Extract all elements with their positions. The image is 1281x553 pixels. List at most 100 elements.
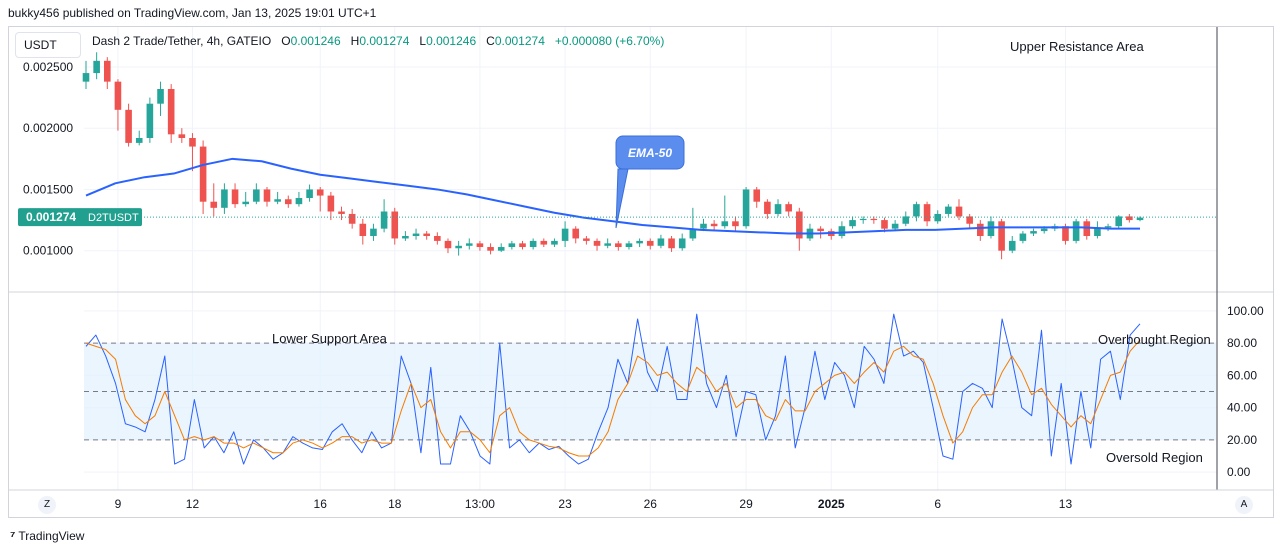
- candle: [412, 228, 420, 240]
- candle: [998, 218, 1005, 260]
- time-tick-label: 26: [644, 497, 658, 511]
- candle: [380, 199, 388, 233]
- candle-body: [508, 243, 516, 248]
- candle: [955, 199, 963, 221]
- candle: [189, 133, 196, 172]
- time-tick-label: 29: [739, 497, 753, 511]
- candle-body: [221, 189, 228, 208]
- candle-body: [923, 204, 931, 222]
- currency-button[interactable]: USDT: [15, 32, 81, 58]
- candle: [274, 191, 281, 205]
- upper-resistance-label: Upper Resistance Area: [1010, 39, 1144, 54]
- candle-body: [700, 223, 707, 229]
- chart-frame: [8, 26, 1274, 518]
- candle-body: [274, 199, 281, 202]
- time-tick-label: 6: [934, 497, 941, 511]
- candle-body: [455, 245, 462, 249]
- candle: [806, 223, 814, 241]
- candle: [114, 79, 122, 131]
- candle-body: [125, 109, 132, 143]
- candle-body: [284, 199, 292, 205]
- candle-body: [1040, 228, 1048, 232]
- candle: [891, 220, 899, 232]
- candle-body: [955, 206, 963, 217]
- time-tick-label: 16: [314, 497, 328, 511]
- candle: [82, 60, 90, 89]
- ohlc-legend: Dash 2 Trade/Tether, 4h, GATEIO O0.00124…: [92, 34, 664, 48]
- candle-body: [242, 201, 249, 205]
- candle: [678, 233, 686, 251]
- footer-brand[interactable]: ⁷ TradingView: [10, 528, 84, 543]
- candle: [476, 240, 484, 251]
- candle: [604, 238, 611, 249]
- candle: [444, 238, 452, 254]
- candle: [902, 211, 910, 227]
- candle-body: [710, 223, 718, 227]
- candle: [625, 240, 633, 250]
- candle: [125, 103, 132, 147]
- candle: [348, 209, 356, 229]
- candle-body: [870, 218, 878, 221]
- candle: [859, 216, 867, 224]
- candle-body: [1062, 226, 1069, 241]
- candle: [529, 238, 537, 250]
- legend-symbol: Dash 2 Trade/Tether, 4h, GATEIO: [92, 34, 272, 48]
- candle: [689, 207, 697, 241]
- candle: [1019, 231, 1027, 244]
- candle: [838, 221, 846, 239]
- candle: [359, 218, 367, 245]
- candle-body: [444, 240, 452, 249]
- candle: [327, 191, 335, 221]
- candle: [966, 213, 973, 229]
- candle: [1104, 223, 1112, 232]
- auto-scale-button[interactable]: A: [1235, 496, 1253, 514]
- candle-body: [487, 247, 494, 251]
- candle-body: [977, 223, 984, 236]
- brand-text: TradingView: [18, 528, 85, 543]
- candle-body: [370, 228, 377, 236]
- candle-body: [391, 211, 399, 239]
- candle-body: [540, 240, 548, 245]
- candle: [646, 238, 654, 250]
- ema-callout-box: [615, 135, 685, 170]
- candle-body: [135, 138, 143, 143]
- stoch-tick-label: 100.00: [1227, 304, 1264, 318]
- candle-body: [753, 189, 761, 202]
- candle: [796, 207, 803, 251]
- candle-body: [668, 238, 675, 249]
- candle-body: [934, 213, 942, 222]
- candle-body: [210, 201, 218, 208]
- candle: [242, 191, 249, 207]
- price-tick-label: 0.002000: [23, 121, 73, 135]
- candle-body: [338, 211, 345, 214]
- candle-body: [796, 211, 803, 239]
- candle: [284, 195, 292, 208]
- candle-body: [519, 243, 526, 248]
- candle-body: [189, 138, 196, 147]
- candles-layer: [82, 52, 1144, 260]
- candle-body: [838, 226, 846, 236]
- candle-body: [732, 221, 739, 227]
- candle-body: [103, 60, 111, 82]
- price-axis: 0.002500 0.002000 0.001500 0.001000: [23, 60, 73, 258]
- zoom-button[interactable]: Z: [38, 496, 56, 514]
- candle-body: [1083, 221, 1091, 236]
- candle: [306, 184, 313, 202]
- candle-body: [859, 218, 867, 221]
- candle: [295, 191, 303, 207]
- candle-body: [1136, 217, 1144, 221]
- candle-body: [306, 189, 313, 199]
- candle-body: [689, 228, 697, 239]
- ema-callout-pointer: [615, 168, 629, 229]
- candle-body: [646, 240, 654, 246]
- candle: [1083, 218, 1091, 240]
- candle: [583, 236, 590, 245]
- candle: [465, 238, 473, 250]
- candle: [540, 238, 548, 248]
- candle-body: [327, 195, 335, 212]
- candle-body: [316, 189, 324, 196]
- candle: [572, 226, 580, 244]
- candle-body: [295, 198, 303, 205]
- candle-body: [93, 60, 100, 74]
